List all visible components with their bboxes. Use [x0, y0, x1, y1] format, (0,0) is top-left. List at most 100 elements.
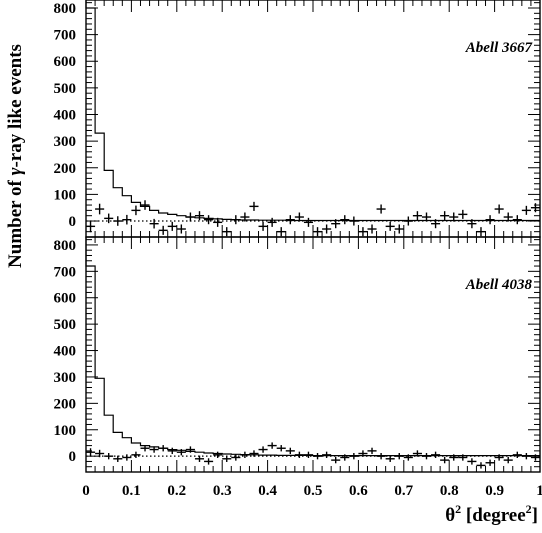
y-tick-label-2-500: 500 — [54, 317, 77, 333]
data-point-2-12 — [185, 446, 195, 453]
data-point-2-6 — [131, 451, 141, 459]
y-tick-label-2-300: 300 — [54, 370, 77, 386]
data-point-1-27 — [322, 224, 332, 234]
data-point-1-19 — [249, 201, 259, 211]
data-point-1-47 — [503, 212, 513, 222]
y-tick-label-1-400: 400 — [54, 108, 77, 124]
data-point-1-38 — [421, 212, 432, 222]
x-tick-label-0.7: 0.7 — [394, 483, 413, 499]
panel-title-1: Abell 3667 — [465, 40, 533, 56]
data-point-1-20 — [258, 221, 268, 231]
data-point-2-33 — [376, 452, 386, 460]
data-point-1-9 — [158, 225, 168, 235]
y-tick-label-1-800: 800 — [54, 1, 77, 17]
data-point-2-10 — [167, 447, 177, 455]
y-tick-label-1-200: 200 — [54, 161, 77, 177]
data-point-2-20 — [258, 446, 268, 453]
data-point-1-21 — [267, 217, 277, 227]
data-point-1-24 — [294, 212, 304, 222]
y-tick-label-2-400: 400 — [54, 344, 77, 360]
y-tick-label-2-700: 700 — [54, 264, 77, 280]
data-point-1-5 — [122, 214, 132, 225]
data-point-2-18 — [240, 451, 250, 459]
data-point-2-46 — [494, 454, 504, 461]
histogram-line-2 — [85, 237, 540, 457]
data-point-1-4 — [113, 216, 123, 226]
y-tick-label-2-600: 600 — [54, 291, 77, 307]
panel-frame-1 — [85, 0, 541, 238]
data-point-2-24 — [294, 451, 304, 459]
data-point-1-10 — [167, 221, 177, 231]
data-point-1-33 — [376, 204, 386, 214]
data-point-1-34 — [385, 221, 395, 231]
data-point-1-50 — [530, 203, 540, 213]
data-point-1-29 — [340, 215, 350, 225]
data-point-2-3 — [104, 452, 114, 460]
data-point-2-30 — [349, 452, 359, 460]
data-point-2-16 — [222, 455, 232, 462]
data-point-1-37 — [412, 211, 422, 221]
data-point-1-11 — [176, 224, 186, 234]
data-point-2-42 — [458, 454, 468, 461]
data-point-2-43 — [467, 458, 477, 465]
data-point-2-48 — [512, 451, 522, 459]
data-point-2-44 — [476, 462, 486, 469]
data-point-2-37 — [412, 450, 422, 457]
y-tick-label-1-300: 300 — [54, 134, 77, 150]
x-tick-label-0.3: 0.3 — [213, 483, 232, 499]
x-axis-label: θ2 [degree2] — [445, 502, 538, 526]
data-point-2-14 — [204, 458, 214, 465]
data-point-2-22 — [276, 445, 286, 452]
data-point-1-28 — [331, 219, 341, 229]
data-point-2-28 — [331, 456, 341, 464]
data-point-1-48 — [512, 215, 522, 225]
data-point-1-3 — [104, 213, 114, 224]
x-tick-label-0.8: 0.8 — [440, 483, 459, 499]
data-point-1-26 — [313, 227, 323, 237]
data-point-2-26 — [313, 452, 323, 460]
x-tick-label-0.6: 0.6 — [349, 483, 368, 499]
data-point-2-39 — [431, 451, 441, 459]
data-point-1-22 — [276, 227, 286, 237]
data-point-2-32 — [367, 447, 377, 455]
data-point-2-17 — [231, 454, 241, 461]
x-tick-label-0.1: 0.1 — [122, 483, 141, 499]
y-tick-label-1-700: 700 — [54, 28, 77, 44]
data-point-1-23 — [285, 215, 295, 225]
data-point-1-32 — [367, 224, 377, 234]
data-point-1-18 — [240, 212, 250, 222]
data-point-1-15 — [213, 217, 223, 227]
data-point-2-25 — [303, 451, 313, 459]
y-tick-label-2-200: 200 — [54, 396, 77, 412]
data-point-2-35 — [394, 452, 404, 460]
data-point-1-43 — [467, 219, 477, 229]
data-point-1-45 — [485, 215, 495, 225]
data-point-1-41 — [449, 212, 459, 222]
data-point-1-13 — [194, 211, 205, 221]
x-tick-label-0.2: 0.2 — [167, 483, 186, 499]
data-point-2-36 — [403, 454, 413, 461]
data-point-2-23 — [285, 447, 295, 455]
data-point-2-34 — [385, 455, 395, 462]
data-point-1-30 — [349, 216, 359, 226]
data-point-2-2 — [95, 449, 105, 458]
data-point-2-45 — [485, 459, 495, 466]
data-point-1-39 — [431, 219, 441, 229]
data-point-1-14 — [204, 215, 214, 225]
data-point-2-19 — [249, 450, 259, 457]
data-point-1-17 — [231, 215, 241, 225]
panel-title-2: Abell 4038 — [465, 277, 533, 293]
data-point-2-21 — [267, 442, 277, 449]
data-point-1-16 — [222, 227, 232, 237]
x-tick-label-0.9: 0.9 — [485, 483, 504, 499]
data-point-2-1 — [86, 448, 96, 457]
y-tick-label-1-500: 500 — [54, 81, 77, 97]
y-tick-label-1-600: 600 — [54, 54, 77, 70]
data-point-1-6 — [131, 205, 141, 216]
data-point-2-38 — [421, 452, 432, 460]
data-point-1-46 — [494, 204, 504, 214]
data-point-1-25 — [303, 217, 313, 227]
data-point-1-7 — [140, 200, 150, 210]
data-point-2-15 — [213, 451, 223, 459]
